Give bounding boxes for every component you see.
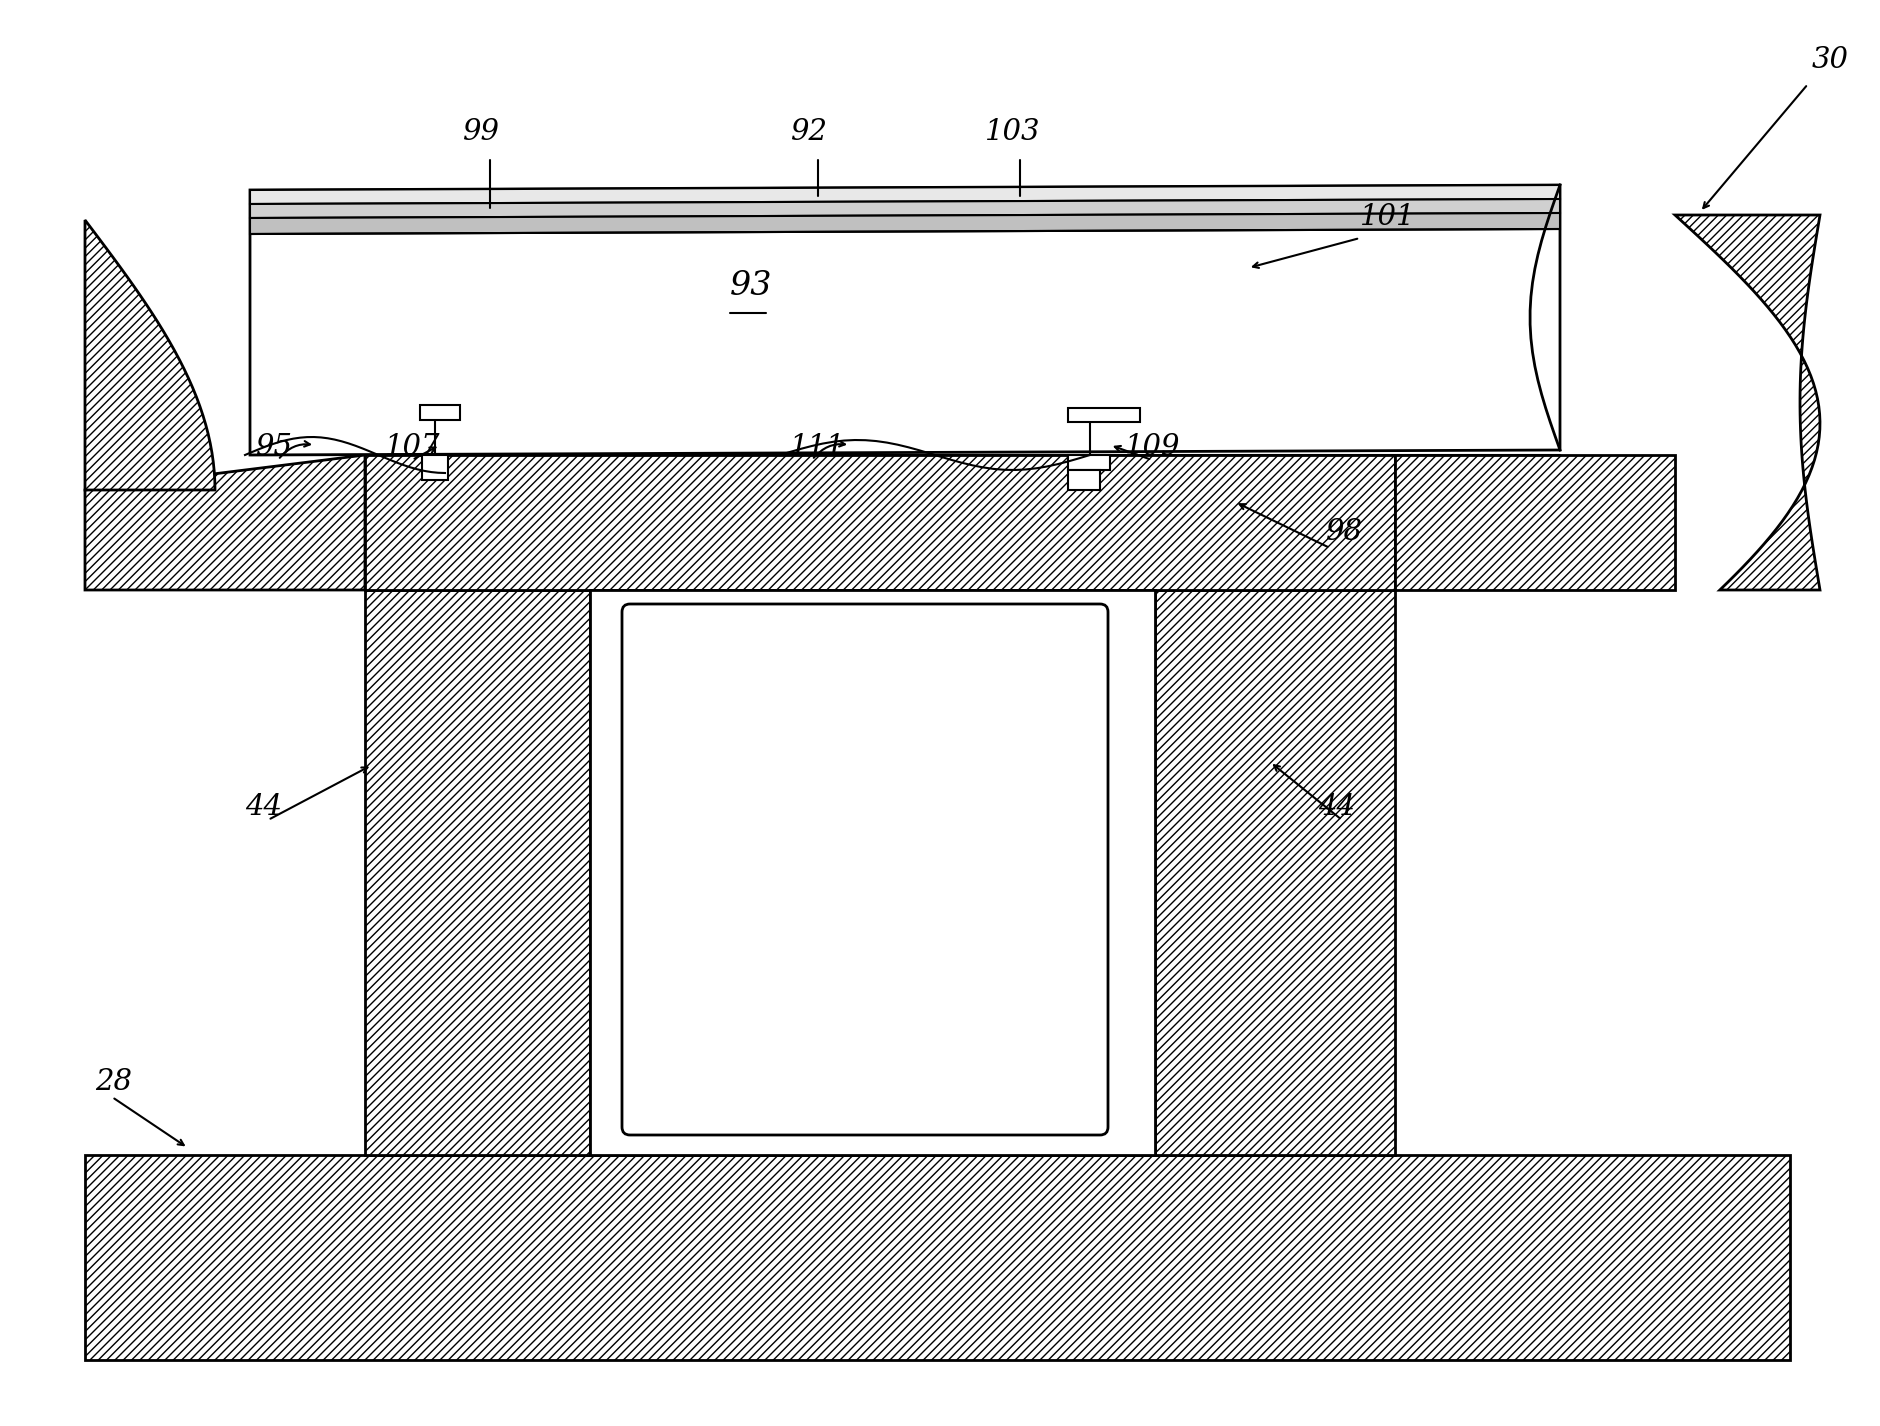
Text: 93: 93: [729, 270, 773, 302]
Polygon shape: [1068, 408, 1139, 422]
Polygon shape: [85, 1155, 1790, 1360]
Text: 44: 44: [244, 793, 282, 821]
Polygon shape: [85, 455, 365, 590]
Polygon shape: [1068, 455, 1109, 471]
Polygon shape: [590, 590, 1154, 1155]
Polygon shape: [250, 185, 1559, 204]
Text: 107: 107: [385, 434, 440, 461]
Text: 99: 99: [462, 118, 498, 145]
Text: 44: 44: [1318, 793, 1354, 821]
Polygon shape: [419, 405, 461, 421]
Text: 98: 98: [1324, 518, 1361, 546]
Text: 30: 30: [1810, 46, 1848, 74]
Text: 109: 109: [1124, 434, 1181, 461]
Polygon shape: [365, 455, 1395, 590]
Polygon shape: [1068, 471, 1100, 491]
Text: 28: 28: [96, 1068, 132, 1097]
Polygon shape: [250, 200, 1559, 218]
Polygon shape: [250, 185, 1559, 455]
Text: 103: 103: [985, 118, 1040, 145]
Polygon shape: [1395, 455, 1673, 590]
Polygon shape: [1673, 215, 1820, 590]
Text: 95: 95: [256, 434, 291, 461]
Polygon shape: [365, 590, 590, 1155]
Text: 111: 111: [790, 434, 844, 461]
Polygon shape: [85, 220, 214, 491]
Polygon shape: [250, 212, 1559, 234]
Text: 92: 92: [790, 118, 827, 145]
Text: 101: 101: [1359, 202, 1416, 231]
FancyBboxPatch shape: [622, 605, 1107, 1135]
Polygon shape: [421, 455, 447, 481]
Polygon shape: [1154, 590, 1395, 1155]
